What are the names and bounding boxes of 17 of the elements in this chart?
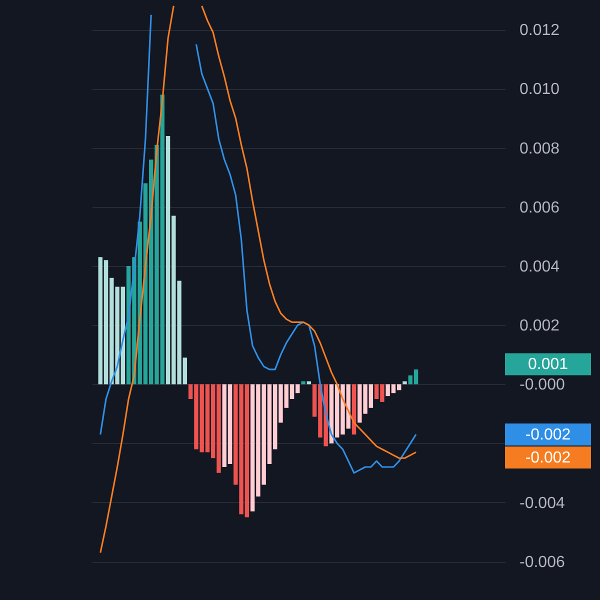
bar [402,381,407,384]
bar [352,384,356,434]
y-tick-label: 0.004 [520,258,560,276]
y-tick-label: 0.008 [520,140,560,158]
y-tick-label: -0.000 [520,376,565,394]
bar [301,381,306,384]
y-tick-label: 0.006 [520,199,560,216]
y-tick-label: -0.006 [520,554,565,572]
y-tick-label: -0.004 [520,494,565,512]
y-tick-label: 0.010 [520,81,560,98]
line-series [100,14,152,436]
text: 0.001 [528,356,568,374]
y-tick-label: 0.002 [520,318,560,335]
text: -0.002 [525,449,571,466]
line-series [100,5,174,554]
y-tick-label: 0.012 [520,22,560,40]
text: -0.002 [525,426,571,444]
